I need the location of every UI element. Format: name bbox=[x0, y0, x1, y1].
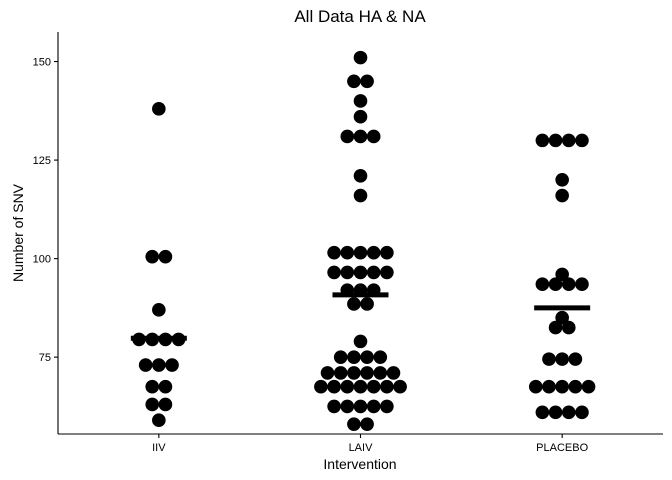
data-point bbox=[353, 265, 368, 280]
data-point bbox=[340, 129, 355, 144]
data-point bbox=[360, 350, 374, 364]
x-tick-label: PLACEBO bbox=[536, 442, 588, 454]
data-point bbox=[152, 413, 166, 428]
y-tick-label: 100 bbox=[33, 254, 51, 266]
data-point bbox=[353, 169, 368, 183]
data-point bbox=[165, 358, 179, 372]
data-point bbox=[561, 405, 576, 420]
data-point bbox=[360, 74, 374, 89]
data-point bbox=[347, 74, 361, 89]
data-point bbox=[542, 352, 556, 366]
data-point bbox=[555, 379, 569, 394]
data-point bbox=[380, 265, 394, 280]
data-point bbox=[561, 133, 576, 148]
data-point bbox=[152, 303, 166, 317]
data-point bbox=[340, 245, 355, 260]
data-point bbox=[353, 245, 368, 260]
data-point bbox=[366, 379, 381, 394]
data-point bbox=[380, 399, 394, 414]
data-point bbox=[152, 102, 166, 116]
data-point bbox=[366, 129, 381, 144]
data-point bbox=[366, 399, 381, 414]
data-point bbox=[145, 249, 160, 264]
data-point bbox=[542, 379, 556, 394]
data-point bbox=[548, 405, 563, 420]
data-point bbox=[548, 320, 563, 335]
data-point bbox=[360, 366, 374, 380]
data-point bbox=[581, 379, 596, 394]
data-point bbox=[347, 366, 361, 380]
data-point bbox=[340, 399, 355, 414]
data-point bbox=[561, 277, 576, 292]
data-point bbox=[333, 350, 348, 364]
x-axis-ticks: IIV LAIV PLACEBO bbox=[152, 434, 589, 454]
data-point bbox=[353, 129, 368, 144]
data-point bbox=[386, 366, 401, 380]
data-point bbox=[548, 133, 563, 148]
data-point bbox=[575, 405, 589, 420]
data-point bbox=[380, 245, 394, 260]
data-point bbox=[327, 245, 341, 260]
data-point bbox=[366, 245, 381, 260]
data-point bbox=[535, 277, 550, 292]
y-tick-label: 125 bbox=[33, 155, 51, 167]
data-point bbox=[320, 366, 335, 380]
data-point bbox=[555, 310, 569, 325]
data-point bbox=[158, 397, 173, 412]
y-tick-label: 75 bbox=[39, 352, 51, 364]
data-point bbox=[366, 265, 381, 280]
chart-title: All Data HA & NA bbox=[294, 7, 426, 26]
y-tick-label: 150 bbox=[33, 57, 51, 69]
data-point bbox=[327, 379, 341, 394]
data-point bbox=[568, 352, 583, 366]
x-tick-label: IIV bbox=[152, 442, 166, 454]
data-point bbox=[158, 379, 173, 394]
data-point bbox=[380, 379, 394, 394]
y-axis-title: Number of SNV bbox=[10, 183, 26, 282]
data-point bbox=[340, 265, 355, 280]
data-point bbox=[353, 109, 368, 124]
data-point bbox=[555, 172, 569, 187]
data-point bbox=[548, 277, 563, 292]
data-point bbox=[373, 366, 388, 380]
data-point bbox=[555, 352, 569, 366]
data-point bbox=[535, 133, 550, 148]
data-point bbox=[353, 399, 368, 414]
x-tick-label: LAIV bbox=[349, 442, 374, 454]
data-point bbox=[555, 188, 569, 203]
data-point bbox=[340, 379, 355, 394]
data-point bbox=[575, 277, 589, 292]
data-point bbox=[575, 133, 589, 148]
data-point bbox=[327, 265, 341, 280]
data-point bbox=[138, 358, 153, 372]
data-point bbox=[152, 358, 166, 372]
data-point bbox=[314, 379, 328, 394]
data-point bbox=[353, 94, 368, 108]
data-point bbox=[145, 379, 160, 394]
data-point bbox=[145, 397, 160, 412]
plot-area bbox=[130, 50, 596, 431]
data-point bbox=[555, 267, 569, 282]
data-point bbox=[353, 50, 368, 65]
x-axis-title: Intervention bbox=[323, 456, 396, 472]
data-point bbox=[360, 297, 374, 311]
data-point bbox=[360, 417, 374, 431]
data-point bbox=[373, 350, 388, 364]
data-point bbox=[333, 366, 348, 380]
data-point bbox=[347, 297, 361, 311]
data-point bbox=[568, 379, 583, 394]
data-point bbox=[353, 379, 368, 394]
data-point bbox=[353, 334, 368, 349]
data-point bbox=[347, 417, 361, 431]
data-point bbox=[327, 399, 341, 414]
data-point bbox=[535, 405, 550, 420]
data-point bbox=[347, 350, 361, 364]
data-point bbox=[528, 379, 543, 394]
data-point bbox=[158, 249, 173, 264]
data-point bbox=[561, 320, 576, 335]
data-point bbox=[393, 379, 407, 394]
data-point bbox=[353, 188, 368, 203]
y-axis-ticks: 75 100 125 150 bbox=[33, 57, 58, 364]
